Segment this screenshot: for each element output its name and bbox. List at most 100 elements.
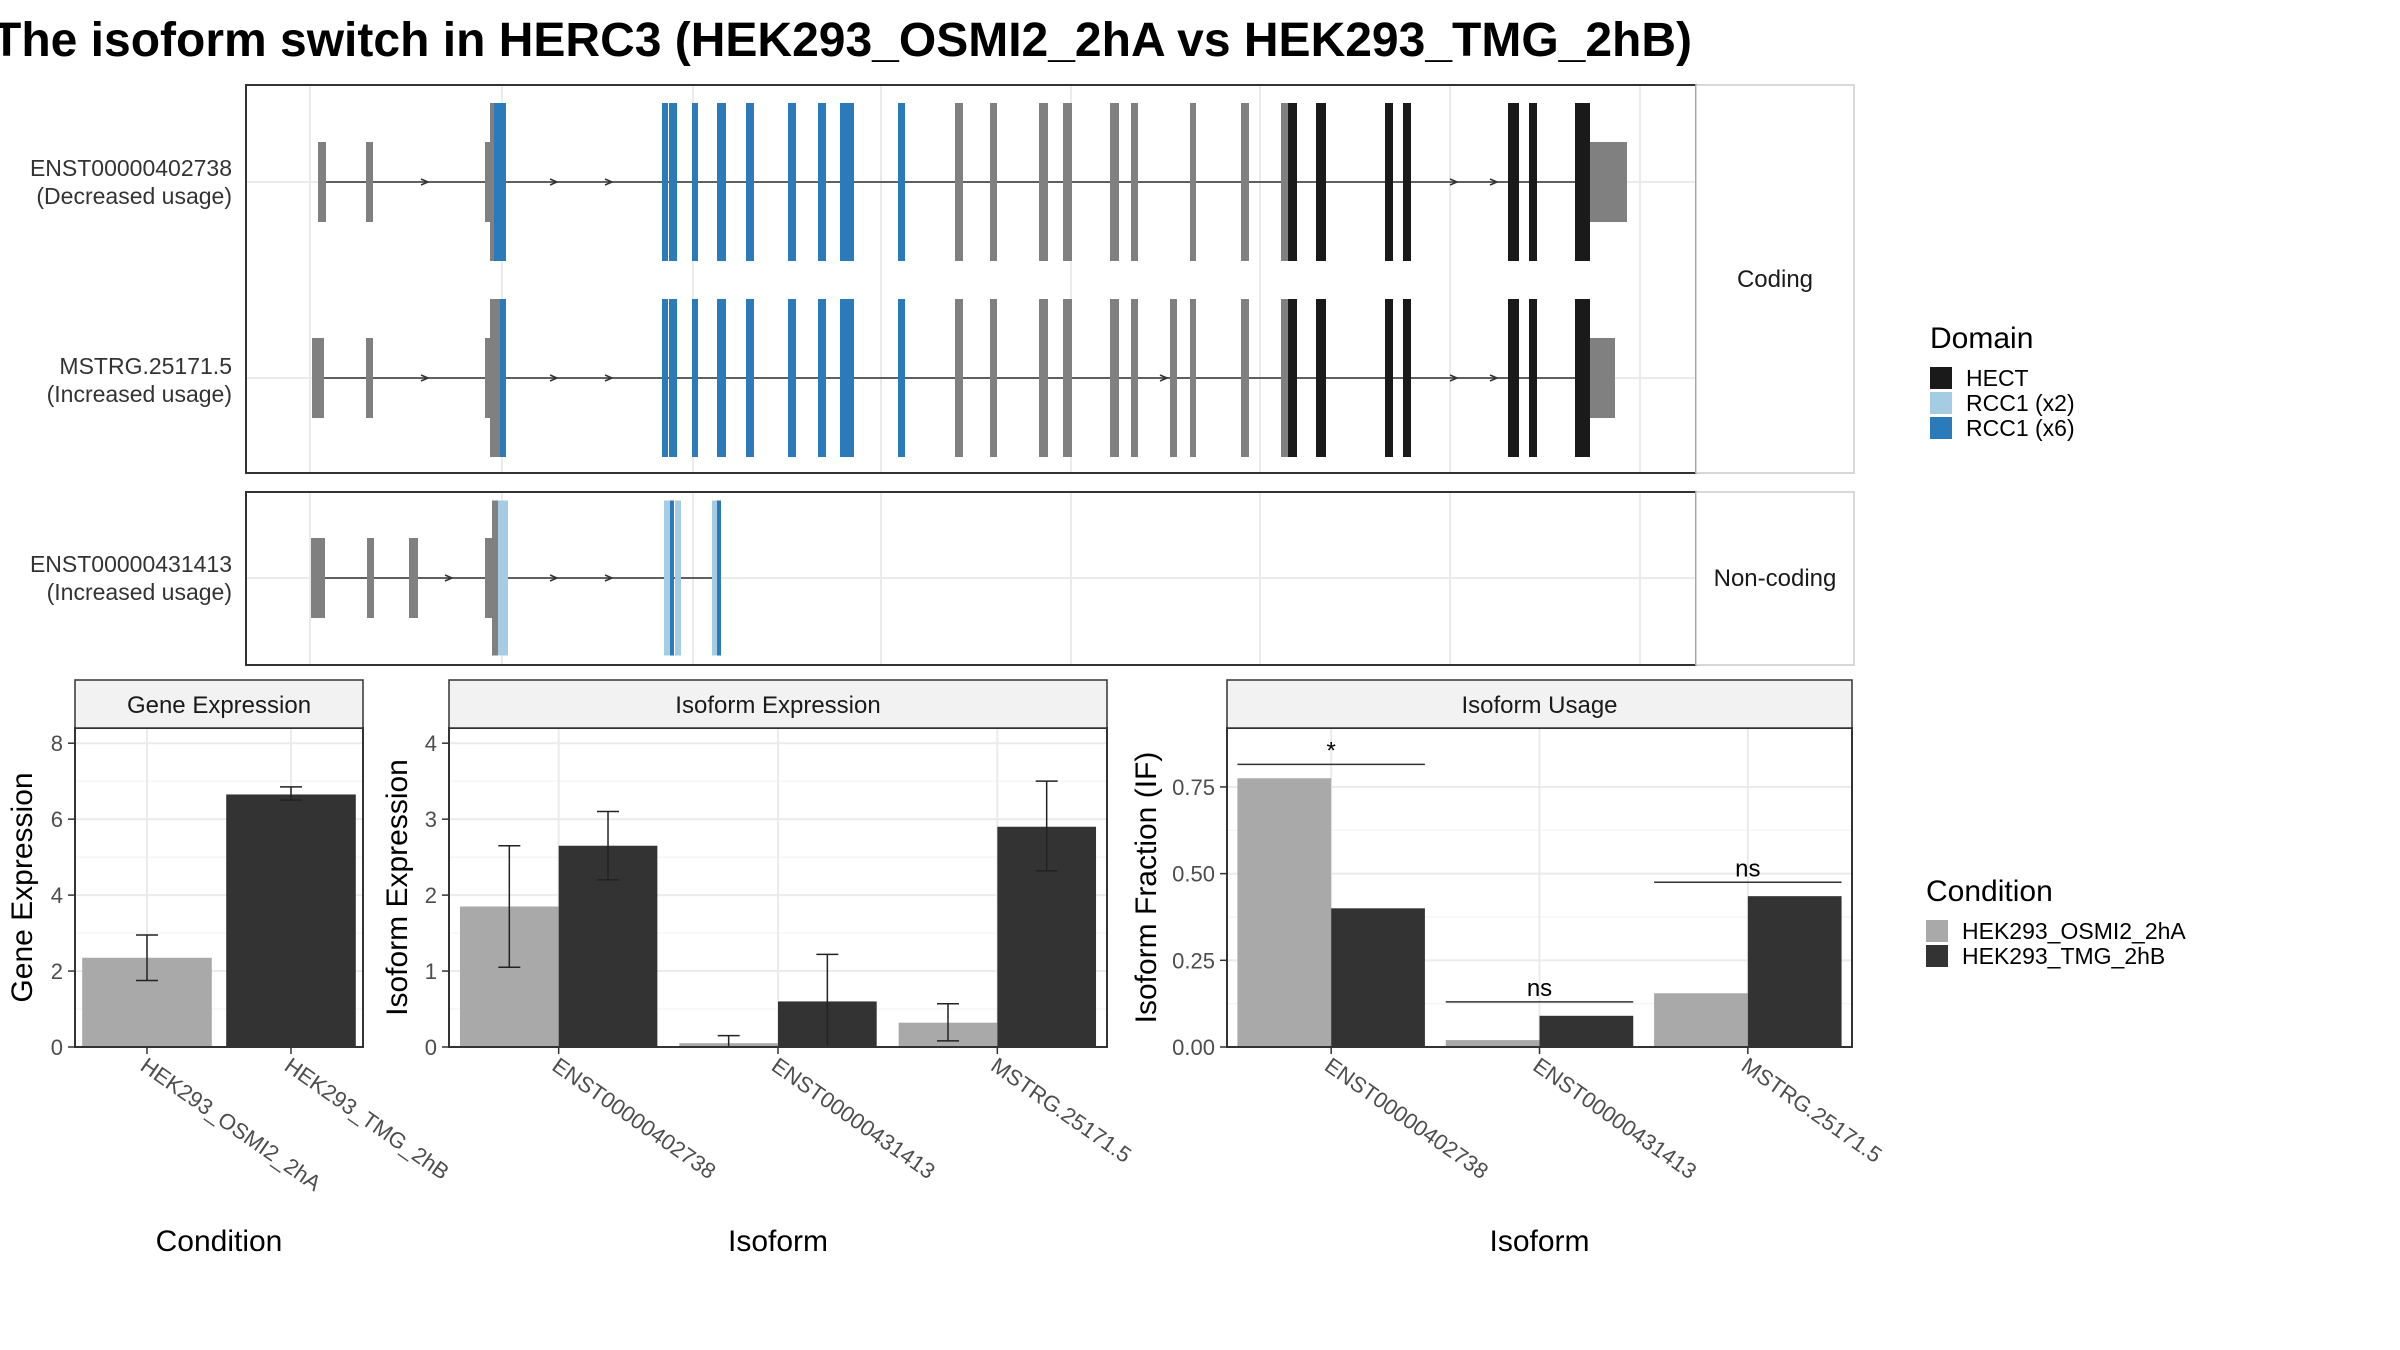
transcript-1-strand-arrow — [420, 178, 430, 186]
y-tick-label: 0.00 — [1172, 1035, 1215, 1060]
legend-label-hect: HECT — [1966, 365, 2029, 391]
transcript-2-exon — [818, 299, 826, 457]
transcript-id-3: ENST00000431413 — [30, 551, 232, 577]
domain-legend-title: Domain — [1930, 322, 2033, 355]
coding-strip — [1695, 84, 1855, 474]
transcript-3-exon — [492, 500, 498, 656]
y-tick-label: 3 — [425, 807, 437, 832]
transcript-2-exon — [1529, 299, 1537, 457]
coding-panel — [245, 84, 1697, 474]
y-tick-label: 0.75 — [1172, 775, 1215, 800]
transcript-2-exon — [1190, 299, 1196, 457]
transcript-3-strand-arrow — [549, 574, 559, 582]
transcript-usage-2: (Increased usage) — [47, 381, 232, 407]
legend-label-rcc1-x6: RCC1 (x6) — [1966, 415, 2075, 441]
transcript-1-exon — [1241, 103, 1249, 261]
transcript-2-exon — [1575, 299, 1585, 457]
transcript-2-exon — [1131, 299, 1138, 457]
y-tick-label: 2 — [51, 959, 63, 984]
bar — [1237, 778, 1332, 1047]
transcript-2-exon — [898, 299, 905, 457]
significance-label: * — [1326, 737, 1335, 764]
x-tick-label: MSTRG.25171.5 — [1737, 1053, 1887, 1168]
transcript-1-exon — [485, 142, 493, 222]
transcript-2-exon — [669, 299, 677, 457]
transcript-1-exon — [1403, 103, 1411, 261]
transcript-2-exon — [312, 338, 324, 418]
transcript-1-exon — [1288, 103, 1297, 261]
transcript-2-exon — [692, 299, 698, 457]
transcript-2-strand-arrow — [1489, 374, 1499, 382]
legend-label-tmg: HEK293_TMG_2hB — [1962, 943, 2165, 969]
x-tick-label: ENST00000402738 — [548, 1053, 721, 1184]
y-tick-label: 8 — [51, 731, 63, 756]
transcript-1-exon — [1316, 103, 1326, 261]
transcript-1-exon — [848, 103, 854, 261]
transcript-3-exon — [367, 538, 374, 618]
transcript-1-exon — [898, 103, 905, 261]
transcript-2-exon — [485, 338, 493, 418]
facet-strip-title: Isoform Expression — [675, 692, 880, 719]
transcript-3-exon — [675, 500, 681, 656]
transcript-2-exon — [848, 299, 854, 457]
facet-strip — [1226, 679, 1853, 729]
transcript-3-exon — [485, 538, 493, 618]
facet-strip — [74, 679, 364, 729]
y-tick-label: 0 — [425, 1035, 437, 1060]
transcript-1-exon — [746, 103, 754, 261]
transcript-3-exon — [664, 500, 670, 656]
transcript-2-exon — [788, 299, 796, 457]
significance-label: ns — [1527, 975, 1552, 1002]
isoform-usage-chart: * ns ns Isoform Usage 0.00 0.25 0.50 0.75 ENST00… — [1130, 679, 1887, 1258]
bar — [1747, 896, 1842, 1047]
bar — [226, 794, 356, 1047]
transcript-1-exon — [990, 103, 997, 261]
transcript-3-exon — [670, 500, 674, 656]
transcript-1-exon — [955, 103, 963, 261]
legend-key-rcc1-x6 — [1930, 417, 1952, 439]
transcript-1-exon — [669, 103, 677, 261]
transcript-1-exon — [1131, 103, 1138, 261]
transcript-2-exon — [1316, 299, 1326, 457]
noncoding-strip-label: Non-coding — [1714, 565, 1837, 592]
legend-label-osmi2: HEK293_OSMI2_2hA — [1962, 918, 2186, 944]
bar — [1654, 993, 1748, 1047]
transcript-1-exon — [1575, 103, 1585, 261]
x-tick-label: ENST00000402738 — [1320, 1053, 1493, 1184]
legend-key-rcc1-x2 — [1930, 392, 1952, 414]
facet-strip — [448, 679, 1108, 729]
transcript-1-utr-exon — [1589, 142, 1627, 222]
transcript-tracks — [247, 86, 1695, 664]
domain-legend: Domain HECT RCC1 (x2) RCC1 (x6) — [1930, 322, 2075, 441]
x-tick-label: MSTRG.25171.5 — [986, 1053, 1136, 1168]
transcript-3-exon — [409, 538, 418, 618]
y-tick-label: 0.25 — [1172, 948, 1215, 973]
y-tick-label: 1 — [425, 959, 437, 984]
y-axis-title: Isoform Fraction (IF) — [1130, 752, 1163, 1024]
condition-legend: Condition HEK293_OSMI2_2hA HEK293_TMG_2h… — [1926, 875, 2186, 969]
transcript-1-exon — [840, 103, 846, 261]
bar — [1539, 1015, 1634, 1047]
legend-key-osmi2 — [1926, 920, 1948, 942]
transcript-1-exon — [1063, 103, 1072, 261]
transcript-2-exon — [490, 299, 500, 457]
transcript-2-exon — [1281, 299, 1288, 457]
transcript-2-exon — [1385, 299, 1393, 457]
transcript-1-exon — [818, 103, 826, 261]
transcript-2-exon — [746, 299, 754, 457]
y-axis-title: Gene Expression — [6, 772, 39, 1002]
transcript-3-exon — [717, 500, 721, 656]
transcript-2-exon — [1508, 299, 1519, 457]
transcript-1-exon — [717, 103, 726, 261]
transcript-3-exon — [311, 538, 325, 618]
y-tick-label: 0 — [51, 1035, 63, 1060]
transcript-1-exon — [692, 103, 698, 261]
transcript-usage-3: (Increased usage) — [47, 579, 232, 605]
transcript-2-utr-exon — [1589, 338, 1615, 418]
transcript-2-exon — [1585, 299, 1590, 457]
x-axis-title: Condition — [156, 1225, 283, 1258]
transcript-id-2: MSTRG.25171.5 — [59, 353, 232, 379]
transcript-2-exon — [1063, 299, 1072, 457]
transcript-1-exon — [1508, 103, 1519, 261]
